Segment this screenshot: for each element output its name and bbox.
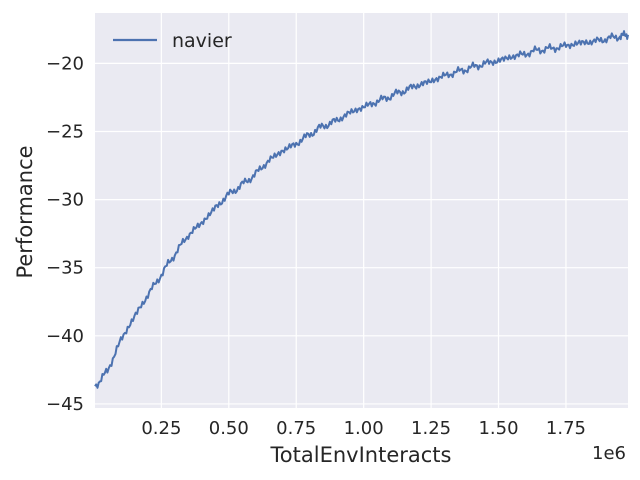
x-tick-label: 0.50 [209,418,249,439]
x-tick-label: 1.25 [411,418,451,439]
y-tick-label: −25 [46,122,84,143]
x-tick-label: 1.75 [546,418,586,439]
legend-label: navier [172,30,232,52]
y-tick-label: −30 [46,190,84,211]
y-tick-label: −35 [46,258,84,279]
legend: navier [113,30,232,52]
series-lines [94,30,629,389]
x-tick-labels: 0.25 0.50 0.75 1.00 1.25 1.50 1.75 [141,418,586,439]
y-tick-label: −20 [46,53,84,74]
y-tick-label: −45 [46,394,84,415]
x-axis-label: TotalEnvInteracts [270,443,452,467]
x-tick-label: 0.25 [141,418,181,439]
series-line-navier [94,30,629,389]
y-axis-label: Performance [13,145,37,278]
x-tick-label: 1.50 [478,418,518,439]
y-tick-labels: −45 −40 −35 −30 −25 −20 [46,53,84,415]
x-tick-label: 0.75 [276,418,316,439]
plot-area [95,13,628,408]
y-tick-label: −40 [46,326,84,347]
x-offset-label: 1e6 [592,443,626,464]
x-tick-label: 1.00 [344,418,384,439]
grid [95,13,628,408]
